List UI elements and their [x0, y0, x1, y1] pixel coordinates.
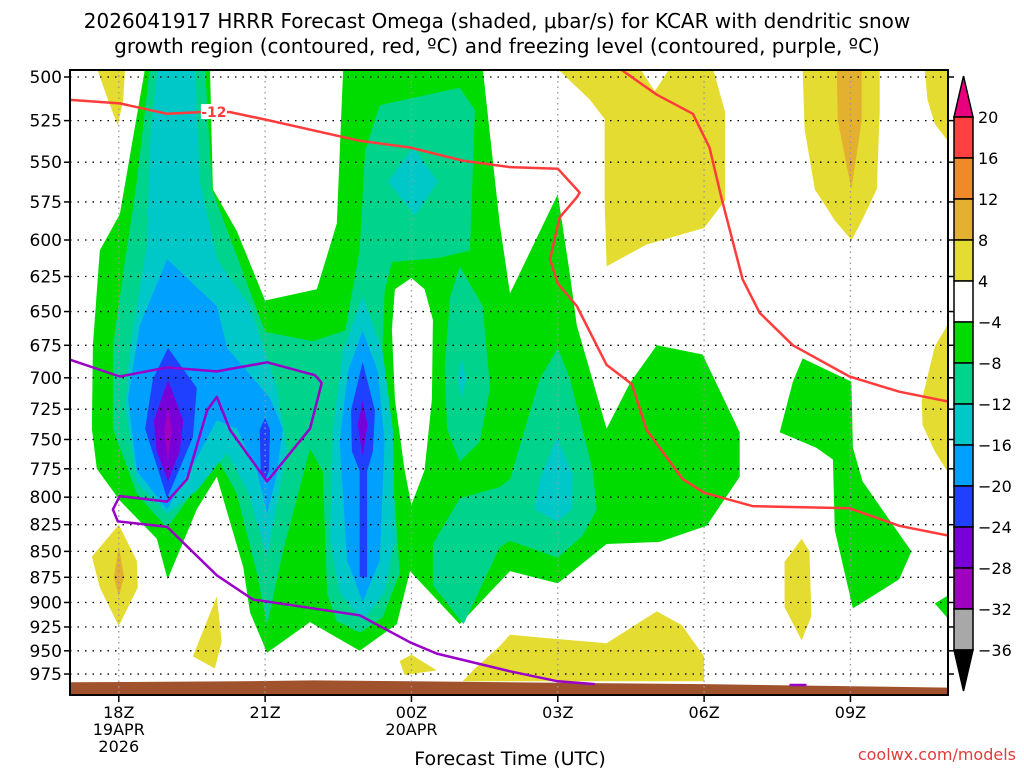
colorbar-label: −12 [978, 395, 1012, 414]
colorbar-segment [953, 157, 974, 200]
colorbar-segment [953, 239, 974, 282]
plot-frame [69, 69, 949, 696]
omega-plus8-region [836, 70, 862, 190]
contour-label-background [200, 104, 227, 120]
colorbar-label: 12 [978, 190, 998, 209]
chart-title-line-1: 2026041917 HRRR Forecast Omega (shaded, … [84, 9, 910, 33]
colorbar-segment [953, 567, 974, 610]
colorbar-below-triangle [953, 649, 974, 692]
y-tick-label: 850 [30, 542, 62, 562]
x-tick-label: 03Z [542, 703, 573, 722]
contour-lines: -12 [70, 70, 948, 687]
omega-plus4-region [462, 611, 705, 682]
omega-minus4-region [779, 358, 912, 609]
colorbar-label: −20 [978, 477, 1012, 496]
y-tick-label: 925 [30, 618, 62, 638]
x-tick-label: 06Z [688, 703, 719, 722]
colorbar-label: 16 [978, 149, 998, 168]
omega-weak-hole [391, 277, 433, 505]
omega-minus8-region [432, 347, 597, 625]
omega-minus12-region [388, 147, 438, 216]
omega-minus8-region [444, 266, 490, 462]
omega-plus4-region [399, 654, 437, 675]
colorbar-label: −24 [978, 518, 1012, 537]
y-axis-ticks: 500 525 550 575 600 625 650 675 700 725 750 775 800 8… [30, 68, 954, 685]
terrain [70, 680, 948, 695]
y-tick-label: 625 [30, 267, 62, 287]
x-tick-label: 19APR [93, 720, 145, 739]
omega-plus4-region [97, 70, 125, 126]
omega-plus4-region [784, 538, 812, 641]
y-tick-label: 725 [30, 400, 62, 420]
colorbar-label: 20 [978, 108, 998, 127]
x-tick-label: 21Z [249, 703, 280, 722]
colorbar-segment [953, 403, 974, 446]
omega-minus12-region [457, 358, 467, 398]
colorbar-segment [953, 526, 974, 569]
y-tick-label: 775 [30, 460, 62, 480]
y-tick-label: 975 [30, 665, 62, 685]
colorbar-segment [953, 485, 974, 528]
y-tick-label: 750 [30, 430, 62, 450]
shaded-omega-regions [70, 70, 948, 695]
x-tick-label: 2026 [98, 737, 139, 756]
colorbar-segment [953, 116, 974, 159]
colorbar-label: −16 [978, 436, 1012, 455]
omega-minus12-region [534, 437, 573, 522]
omega-plus4-region [192, 596, 222, 669]
colorbar-label: −36 [978, 641, 1012, 660]
colorbar-segment [953, 280, 974, 323]
omega-minus20-region [259, 417, 270, 481]
y-tick-label: 550 [30, 153, 62, 173]
colorbar-label: 8 [978, 231, 988, 250]
credit-text: coolwx.com/models [858, 745, 1016, 764]
y-tick-label: 650 [30, 303, 62, 323]
omega-minus24-region [357, 400, 368, 456]
colorbar-label: −4 [978, 313, 1002, 332]
omega-minus20-region [351, 362, 375, 578]
y-tick-label: 950 [30, 642, 62, 662]
colorbar-segment [953, 198, 974, 241]
x-tick-label: 09Z [835, 703, 866, 722]
y-tick-label: 825 [30, 516, 62, 536]
colorbar-segment [953, 608, 974, 651]
y-tick-label: 700 [30, 369, 62, 389]
x-tick-label: 20APR [385, 720, 437, 739]
y-tick-label: 500 [30, 68, 62, 88]
colorbar-segment [953, 362, 974, 405]
omega-minus4-region [934, 595, 948, 619]
x-tick-label: 00Z [396, 703, 427, 722]
colorbar-segment [953, 444, 974, 487]
y-tick-label: 525 [30, 112, 62, 132]
colorbar-label: −28 [978, 559, 1012, 578]
omega-plus4-region [558, 70, 726, 267]
omega-minus28-region [164, 405, 172, 462]
colorbar-label: 4 [978, 272, 988, 291]
chart-title-line-2: growth region (contoured, red, ºC) and f… [114, 34, 880, 58]
y-tick-label: 575 [30, 193, 62, 213]
colorbar-label: −8 [978, 354, 1002, 373]
omega-plus4-region [924, 70, 948, 142]
y-tick-label: 900 [30, 593, 62, 613]
contour-label: -12 [201, 105, 226, 121]
y-tick-label: 675 [30, 336, 62, 356]
dendritic-growth-contour [70, 98, 948, 537]
x-axis-label: Forecast Time (UTC) [414, 748, 605, 768]
y-tick-label: 600 [30, 231, 62, 251]
dendritic-growth-contour [619, 70, 948, 403]
colorbar: 20 16 12 8 4 −4 −8 −12 −16 −20 −24 −28 −32 −36 [953, 75, 1012, 692]
x-tick-label: 18Z [103, 703, 134, 722]
colorbar-above-triangle [953, 75, 974, 118]
freezing-level-contour [70, 358, 595, 686]
colorbar-label: −32 [978, 600, 1012, 619]
colorbar-segment [953, 321, 974, 364]
y-tick-label: 800 [30, 488, 62, 508]
y-tick-label: 875 [30, 568, 62, 588]
